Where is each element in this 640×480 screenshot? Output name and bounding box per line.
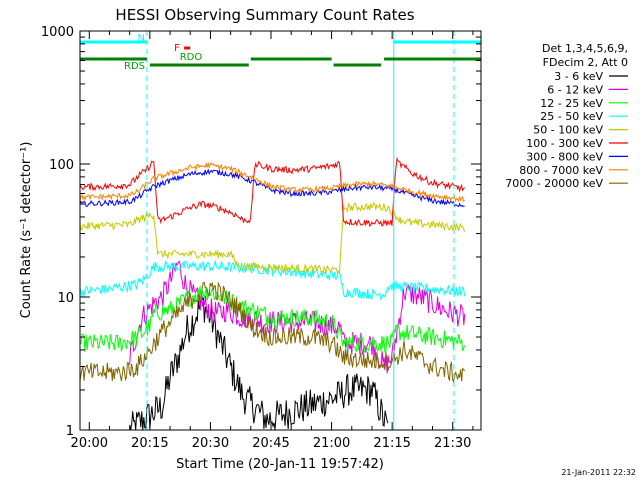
series-line bbox=[79, 201, 466, 275]
legend-entry-label: 100 - 300 keV bbox=[526, 137, 603, 150]
y-tick-label: 1000 bbox=[41, 25, 74, 40]
legend-entry-label: 7000 - 20000 keV bbox=[505, 177, 603, 190]
legend-entry-label: 800 - 7000 keV bbox=[519, 164, 603, 177]
legend-entry-label: 300 - 800 keV bbox=[526, 150, 603, 163]
series-layer bbox=[79, 156, 466, 431]
series-line bbox=[79, 286, 466, 354]
y-tick-label: 100 bbox=[49, 158, 74, 173]
axes: 20:00 20:15 20:30 20:45 21:00 21:15 21:30 1 10 10… bbox=[41, 25, 481, 451]
rds-label: RDS bbox=[124, 61, 145, 72]
legend-title: Det 1,3,4,5,6,9, bbox=[542, 42, 628, 55]
x-tick-label: 21:00 bbox=[313, 436, 350, 451]
series-line bbox=[79, 259, 466, 301]
legend: Det 1,3,4,5,6,9,FDecim 2, Att 03 - 6 keV… bbox=[505, 42, 628, 190]
x-tick-label: 20:00 bbox=[71, 436, 108, 451]
x-tick-label: 20:45 bbox=[252, 436, 289, 451]
saa-label: N bbox=[138, 33, 145, 44]
series-line bbox=[79, 156, 465, 227]
series-line bbox=[79, 161, 465, 203]
y-tick-label: 1 bbox=[66, 424, 74, 439]
chart-title: HESSI Observing Summary Count Rates bbox=[115, 6, 414, 24]
series-line bbox=[79, 168, 465, 208]
series-line bbox=[129, 260, 466, 374]
x-tick-label: 21:30 bbox=[434, 436, 471, 451]
y-tick-label: 10 bbox=[57, 291, 74, 306]
y-axis-label: Count Rate (s⁻¹ detector⁻¹) bbox=[19, 142, 34, 319]
legend-entry-label: 12 - 25 keV bbox=[540, 97, 603, 110]
x-axis-label: Start Time (20-Jan-11 19:57:42) bbox=[176, 457, 384, 472]
legend-entry-label: 3 - 6 keV bbox=[554, 70, 603, 83]
x-tick-label: 20:15 bbox=[131, 436, 168, 451]
rdo-label: RDO bbox=[180, 52, 203, 63]
legend-entry-label: 50 - 100 keV bbox=[533, 124, 603, 137]
plot-frame bbox=[79, 30, 482, 431]
x-tick-label: 20:30 bbox=[192, 436, 229, 451]
flare-label: F bbox=[174, 43, 180, 54]
series-line bbox=[129, 293, 389, 431]
series-line bbox=[79, 281, 466, 384]
legend-entry-label: 25 - 50 keV bbox=[540, 110, 603, 123]
legend-entry-label: 6 - 12 keV bbox=[547, 83, 603, 96]
x-tick-label: 21:15 bbox=[373, 436, 410, 451]
legend-title: FDecim 2, Att 0 bbox=[543, 56, 628, 69]
footer-timestamp: 21-Jan-2011 22:32 bbox=[561, 468, 636, 477]
